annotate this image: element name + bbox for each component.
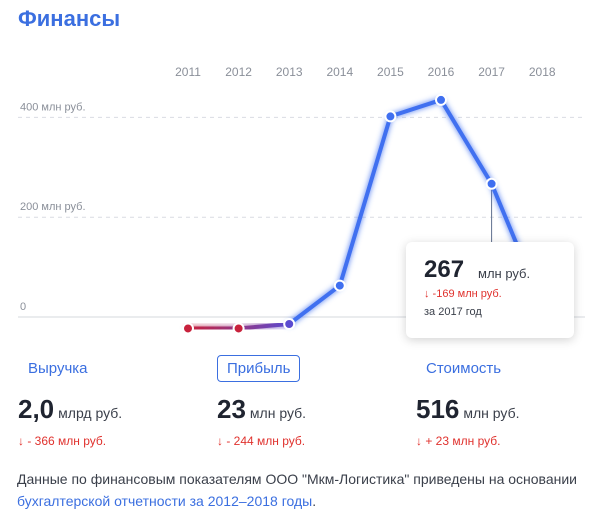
data-point-tooltip: 267 млн руб. ↓ -169 млн руб. за 2017 год — [406, 242, 574, 338]
x-tick-label: 2011 — [175, 65, 201, 79]
data-point[interactable] — [333, 279, 346, 292]
tab-revenue[interactable]: Выручка — [28, 360, 88, 377]
accounting-report-link[interactable]: бухгалтерской отчетности за 2012–2018 го… — [17, 493, 313, 509]
data-point[interactable] — [485, 177, 498, 190]
series-line — [287, 97, 545, 326]
tab-cost[interactable]: Стоимость — [426, 360, 502, 377]
data-point[interactable] — [384, 110, 397, 123]
data-point[interactable] — [182, 322, 194, 335]
x-tick-label: 2014 — [326, 65, 353, 79]
y-tick-label: 400 млн руб. — [20, 101, 86, 113]
y-tick-label: 0 — [20, 301, 26, 313]
data-point[interactable] — [283, 317, 296, 330]
tooltip-period: за 2017 год — [424, 306, 482, 318]
metric-revenue-value: 2,0 млрд руб. — [18, 394, 123, 424]
metric-revenue-change: ↓ - 366 млн руб. — [18, 434, 107, 448]
metric-profit-change: ↓ - 244 млн руб. — [217, 434, 306, 448]
tab-profit[interactable]: Прибыль — [217, 355, 301, 382]
x-tick-label: 2012 — [225, 65, 252, 79]
tooltip-change: ↓ -169 млн руб. — [424, 288, 502, 300]
tooltip-unit: млн руб. — [478, 266, 531, 281]
metric-cost-change: ↓ + 23 млн руб. — [416, 434, 501, 448]
data-point[interactable] — [232, 322, 245, 335]
x-tick-label: 2013 — [276, 65, 303, 79]
data-point[interactable] — [435, 93, 447, 106]
profit-line-chart: 400 млн руб. 200 млн руб. 0 2011 2012 2013 20… — [18, 65, 585, 335]
x-tick-label: 2015 — [377, 65, 404, 79]
x-tick-label: 2018 — [529, 65, 556, 79]
x-tick-label: 2017 — [478, 65, 505, 79]
y-tick-label: 200 млн руб. — [20, 201, 86, 213]
metric-profit-value: 23 млн руб. — [217, 394, 307, 424]
tooltip-value: 267 — [424, 256, 465, 283]
footnote: Данные по финансовым показателям ООО "Мк… — [17, 471, 577, 509]
metric-cost-value: 516 млн руб. — [416, 394, 520, 424]
x-tick-label: 2016 — [428, 65, 455, 79]
section-title: Финансы — [18, 6, 121, 31]
